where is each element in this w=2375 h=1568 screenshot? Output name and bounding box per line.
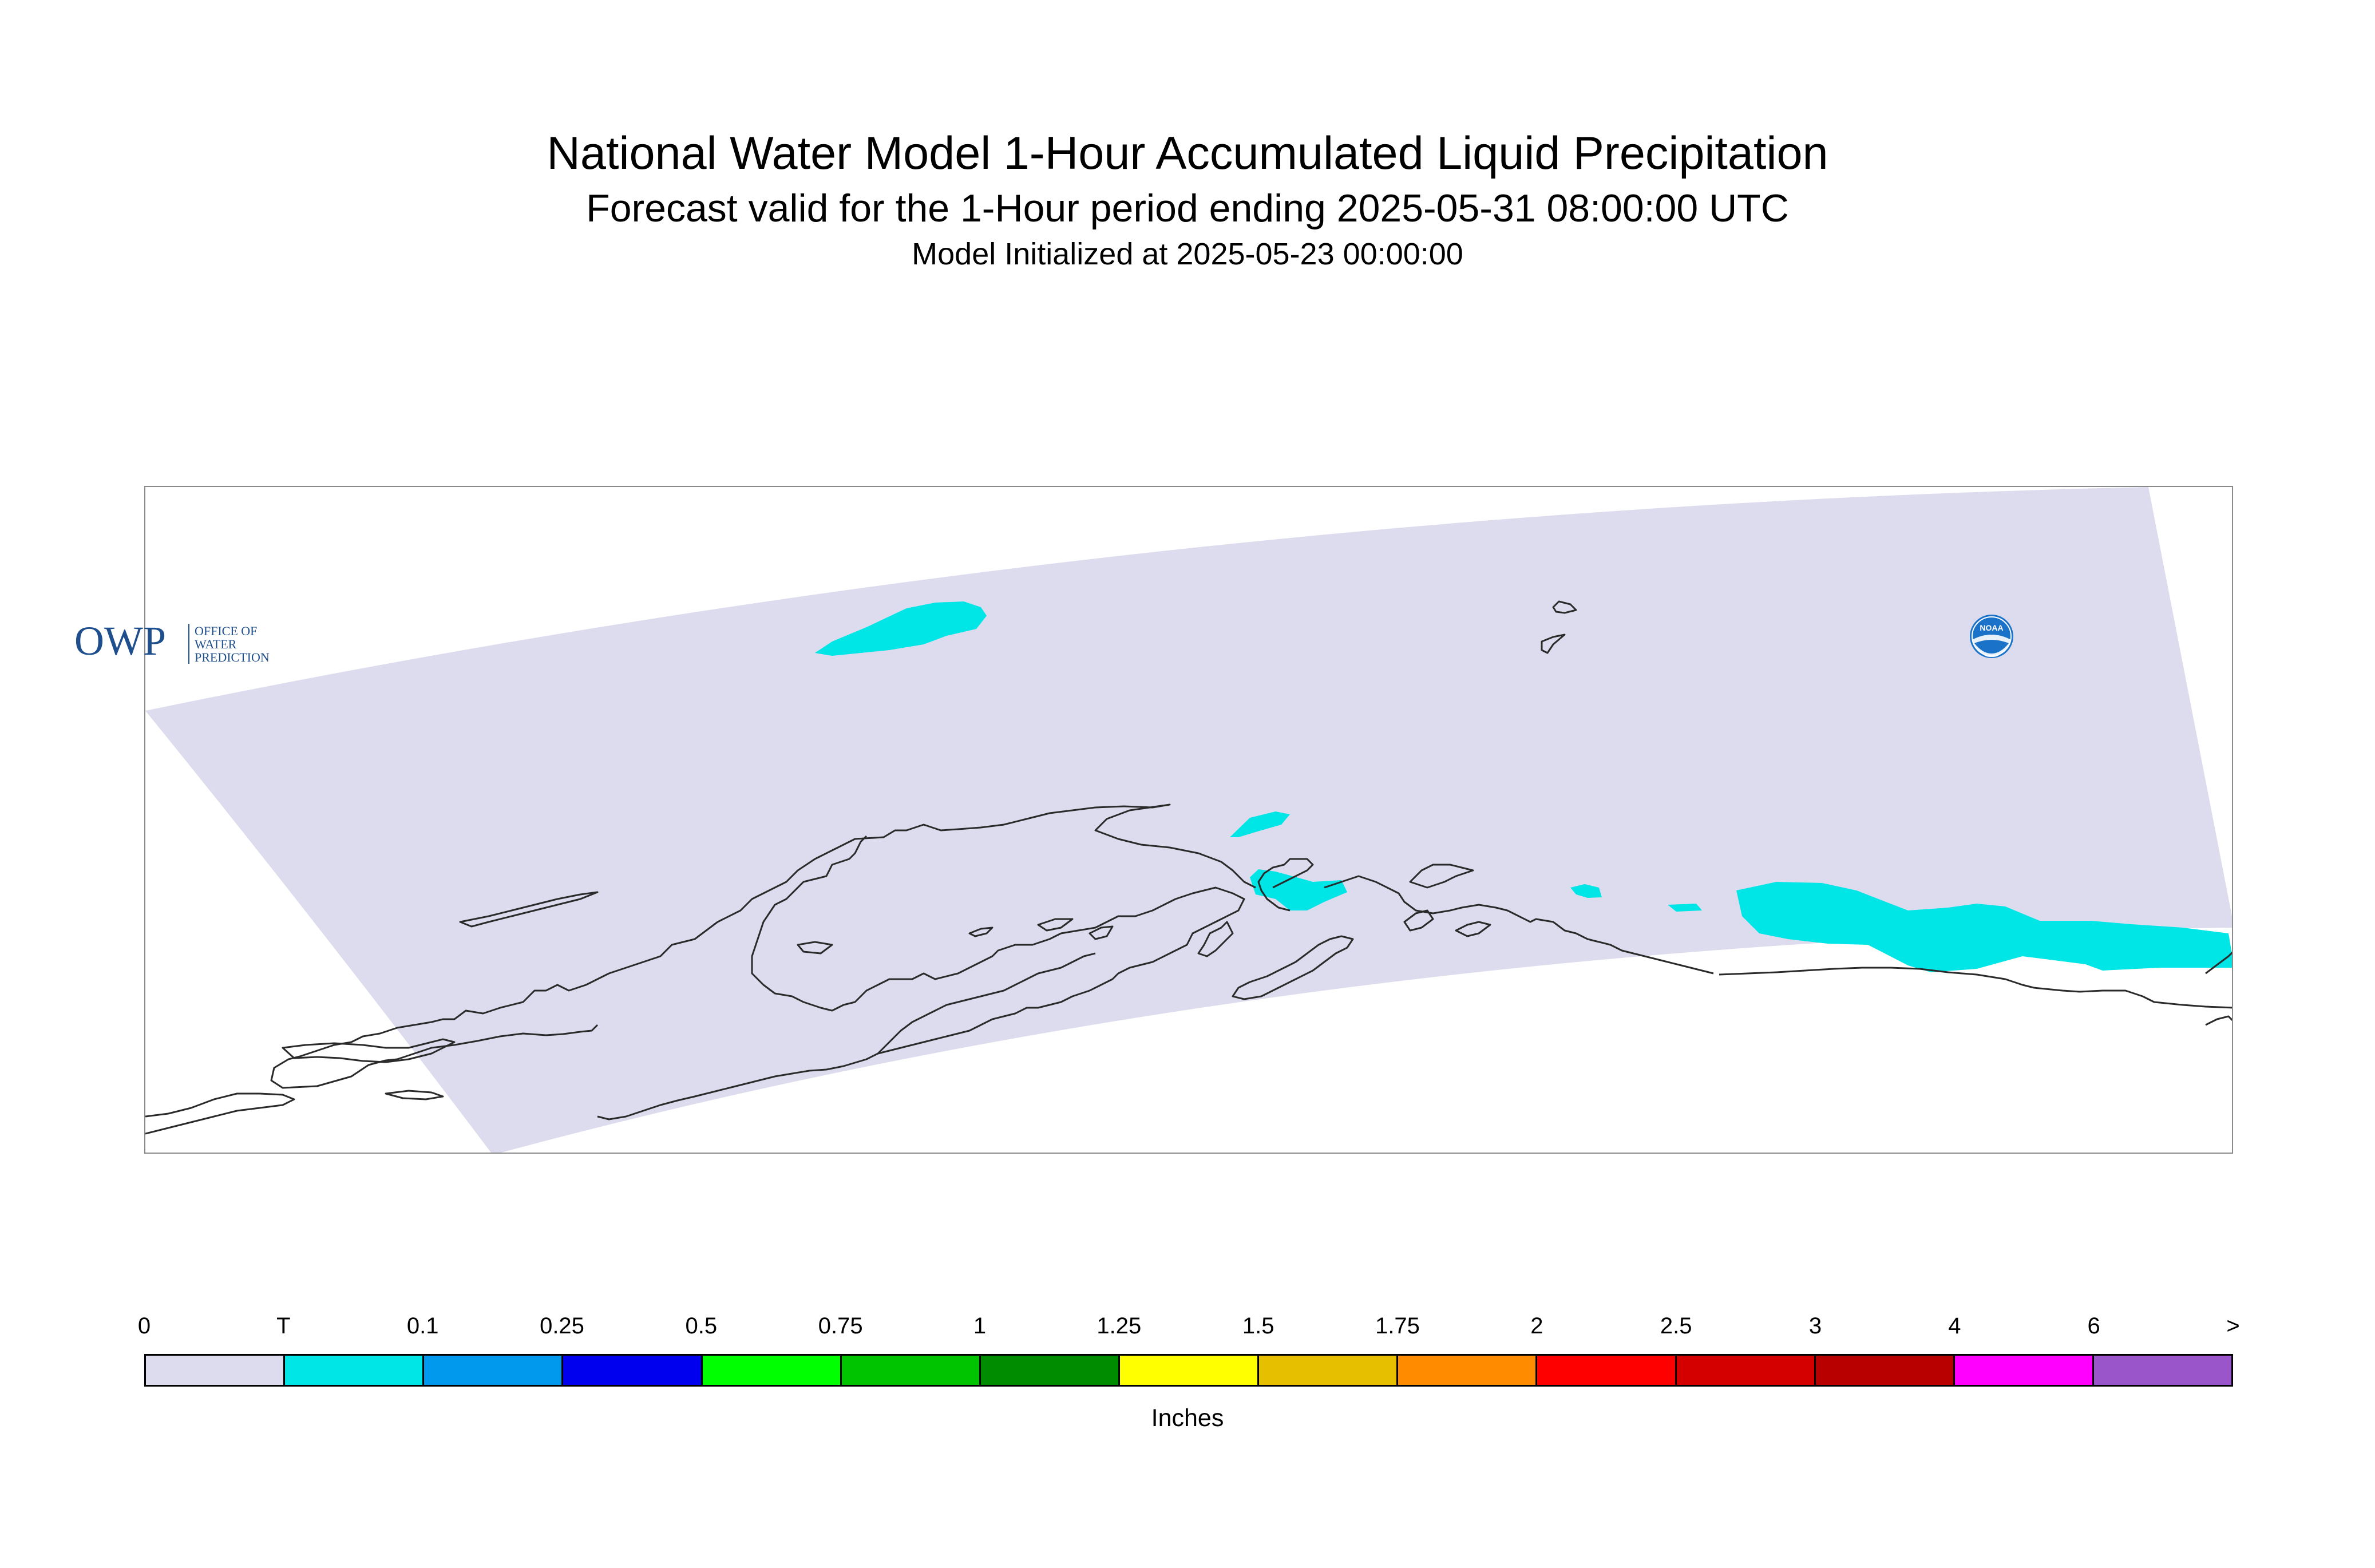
legend-tick-label: T [276,1313,291,1339]
owp-logo-line1: OFFICE OF [195,624,257,638]
coastline-norton-sound [751,835,868,1009]
coastline-mainland-west [270,805,1125,1089]
legend-tick-label: > [2226,1313,2240,1339]
legend-tick-label: 1.75 [1375,1313,1420,1339]
coastline-west-aleutian [459,891,599,928]
coastline-islands-3 [1088,925,1114,940]
legend-tick-label: 2.5 [1660,1313,1692,1339]
noaa-logo: NOAA [1969,613,2014,662]
precip-area-small-1 [1230,811,1290,837]
legend-tick-label: 1.5 [1242,1313,1274,1339]
precip-areas [815,601,2232,972]
precip-area-small-3 [1668,904,1702,912]
legend-color-swatch [841,1356,981,1385]
legend-color-swatch [2093,1356,2232,1385]
coastline-west-arc [282,1038,456,1063]
coastline-se-right [2205,951,2232,975]
noaa-logo-text: NOAA [1980,623,2003,632]
coastline-yukon-delta [1094,803,1256,889]
legend-color-swatch [1398,1356,1538,1385]
owp-logo-line3: PREDICTION [195,650,270,664]
legend-tick-label: 0.25 [540,1313,584,1339]
legend-color-swatch [980,1356,1120,1385]
map-canvas [145,487,2232,1153]
coastline-islands-6 [797,941,833,955]
legend-color-swatch [146,1356,286,1385]
map-panel[interactable] [144,486,2233,1154]
legend-color-swatch [1954,1356,2094,1385]
legend-tick-label: 2 [1530,1313,1543,1339]
legend-color-swatch [1119,1356,1260,1385]
coastline-alaska-peninsula [597,1052,878,1120]
coastline-islands-8 [1541,633,1566,654]
model-domain [145,487,2232,1153]
legend-color-swatch [1815,1356,1955,1385]
title-main: National Water Model 1-Hour Accumulated … [547,128,1828,179]
legend-colorbar [144,1354,2233,1387]
precip-area-east [1736,882,2232,972]
legend-tick-label: 0.1 [406,1313,439,1339]
legend-color-swatch [563,1356,703,1385]
coastline-bristol-bay [877,952,1096,1055]
legend-color-swatch [1259,1356,1399,1385]
legend-color-swatch [1537,1356,1677,1385]
coastline-southeast [2079,989,2232,1009]
precip-area-small-2 [1570,884,1602,898]
coastline-siberia-bottom [145,1092,295,1135]
legend-color-swatch [702,1356,842,1385]
coastline-islands-5 [968,926,993,937]
coastline-inland-border [1719,967,2080,993]
legend-units-label: Inches [1151,1404,1224,1432]
title-forecast-valid: Forecast valid for the 1-Hour period end… [586,187,1789,230]
legend-tick-label: 0 [137,1313,151,1339]
coastlines [145,600,2232,1135]
coastline-small-west [385,1090,444,1100]
legend-tick-label: 3 [1808,1313,1822,1339]
coastline-prince-william [1324,875,1714,975]
owp-logo-mark: OWP [74,618,166,664]
coastline-kodiak [1232,935,1354,1000]
legend-tick-label: 0.5 [685,1313,718,1339]
owp-logo-line2: WATER [195,637,237,651]
legend-tick-label: 0.75 [818,1313,863,1339]
coastline-islands-1 [1403,909,1434,932]
legend-color-swatch [424,1356,564,1385]
legend-color-swatch [1676,1356,1816,1385]
precip-area-central [1250,869,1347,910]
legend-color-swatch [285,1356,425,1385]
coastline-se-right-2 [2205,1015,2232,1026]
coastline-islands-2 [1455,921,1491,937]
owp-logo: OWP OFFICE OF WATER PREDICTION [74,618,315,672]
title-model-init: Model Initialized at 2025-05-23 00:00:00 [912,237,1463,271]
coastline-kayak [1409,864,1474,889]
coastline-islands-4 [1037,918,1074,932]
coastline-cook-inlet [1257,858,1314,912]
legend-tick-label: 1 [973,1313,987,1339]
legend-tick-label: 4 [1948,1313,1961,1339]
precip-area-north [815,601,987,656]
legend-tick-label: 1.25 [1097,1313,1142,1339]
legend-tick-label: 6 [2087,1313,2100,1339]
coastline-kenai [1197,921,1234,957]
coastline-kuskokwim [820,886,1245,1055]
coastline-islands-7 [1552,600,1577,614]
